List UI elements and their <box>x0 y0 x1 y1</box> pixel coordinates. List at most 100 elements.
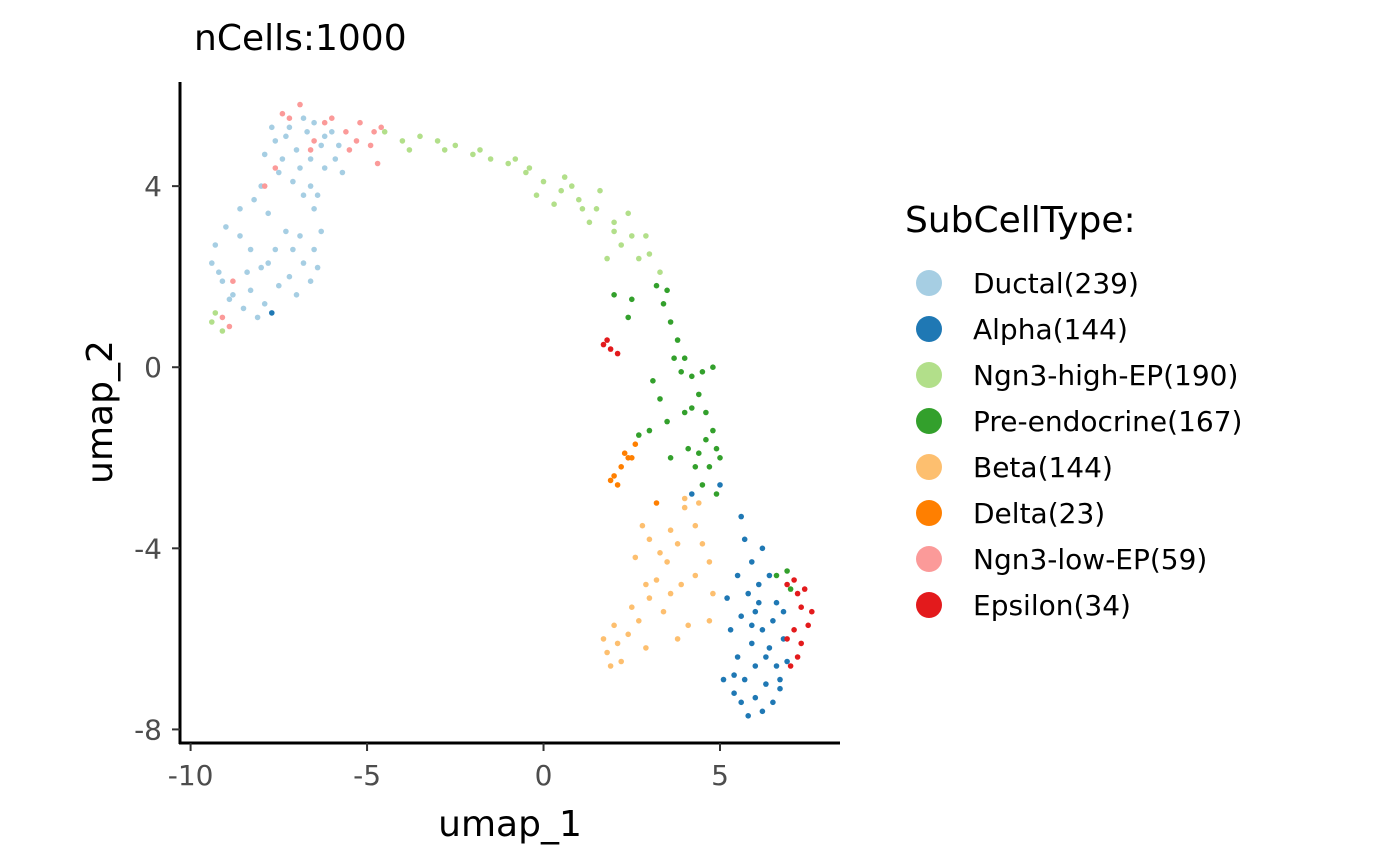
point-pre-endocrine-10 <box>706 464 713 470</box>
point-delta-5 <box>607 477 614 484</box>
point-pre-endocrine-15 <box>717 455 723 461</box>
x-tick-label: -5 <box>353 759 381 792</box>
point-ductal-31 <box>251 196 257 203</box>
point-pre-endocrine-22 <box>636 432 642 438</box>
point-ngn3-low-ep-0 <box>286 115 293 121</box>
point-alpha-27 <box>745 713 751 719</box>
y-tick-label: -8 <box>134 713 162 746</box>
point-ngn3-high-ep-23 <box>636 255 642 262</box>
point-delta-7 <box>629 455 635 461</box>
point-beta-21 <box>678 581 684 588</box>
point-delta-6 <box>632 441 639 448</box>
point-ngn3-high-ep-4 <box>452 142 459 149</box>
point-ngn3-high-ep-22 <box>586 219 593 226</box>
point-ductal-9 <box>261 151 268 158</box>
point-ductal-49 <box>226 296 233 303</box>
x-tick-label: 5 <box>711 759 729 792</box>
x-tick-label: 0 <box>535 759 553 792</box>
point-ductal-18 <box>293 292 300 298</box>
point-beta-31 <box>667 590 674 597</box>
point-ductal-29 <box>254 314 261 321</box>
point-alpha-29 <box>724 595 730 601</box>
point-ductal-51 <box>261 301 268 307</box>
point-ductal-47 <box>304 129 310 135</box>
point-alpha-14 <box>759 708 766 715</box>
point-beta-9 <box>614 640 621 647</box>
point-ductal-39 <box>329 129 335 135</box>
point-ngn3-high-ep-33 <box>219 328 226 334</box>
point-ngn3-low-ep-6 <box>378 124 385 131</box>
point-ngn3-high-ep-2 <box>417 133 423 140</box>
point-ngn3-high-ep-0 <box>381 129 388 135</box>
point-pre-endocrine-36 <box>713 491 720 497</box>
point-ductal-11 <box>290 178 296 185</box>
y-axis-title: umap_2 <box>80 340 121 484</box>
legend-key-3 <box>916 408 942 434</box>
point-epsilon-4 <box>791 577 797 583</box>
point-beta-14 <box>643 581 649 588</box>
point-beta-1 <box>692 522 699 529</box>
point-ngn3-low-ep-11 <box>307 147 314 153</box>
point-pre-endocrine-34 <box>787 586 794 592</box>
point-ngn3-high-ep-26 <box>477 147 483 153</box>
point-alpha-15 <box>738 699 744 706</box>
point-pre-endocrine-4 <box>681 355 688 362</box>
point-epsilon-7 <box>805 622 811 629</box>
legend-title: SubCellType: <box>905 200 1136 241</box>
legend-label: Pre-endocrine(167) <box>973 405 1242 438</box>
point-ngn3-high-ep-10 <box>558 187 564 194</box>
point-alpha-24 <box>773 599 780 606</box>
point-beta-20 <box>706 618 713 624</box>
point-alpha-18 <box>738 613 744 619</box>
point-alpha-10 <box>770 618 776 624</box>
legend-key-5 <box>916 500 942 526</box>
point-ngn3-high-ep-16 <box>657 269 663 276</box>
point-ductal-14 <box>318 228 325 235</box>
legend: SubCellType: Ductal(239) Alpha(144) Ngn3-h… <box>905 200 1242 622</box>
legend-label: Beta(144) <box>973 451 1113 484</box>
point-ngn3-high-ep-31 <box>643 233 649 239</box>
point-ductal-46 <box>283 133 289 140</box>
point-beta-25 <box>685 622 691 629</box>
legend-label: Alpha(144) <box>973 313 1128 346</box>
point-delta-3 <box>614 482 621 488</box>
point-alpha-19 <box>756 581 762 588</box>
point-alpha-0 <box>745 590 751 597</box>
point-beta-12 <box>611 622 617 629</box>
point-alpha-31 <box>717 482 723 488</box>
point-ngn3-high-ep-15 <box>646 251 653 257</box>
point-ductal-16 <box>300 260 307 266</box>
point-ngn3-low-ep-8 <box>346 147 353 153</box>
point-ngn3-high-ep-27 <box>512 156 519 162</box>
point-ductal-35 <box>272 246 279 253</box>
point-pre-endocrine-35 <box>773 572 780 579</box>
point-ductal-4 <box>272 138 279 144</box>
point-ductal-55 <box>265 260 272 266</box>
point-beta-0 <box>681 504 688 511</box>
point-ngn3-low-ep-9 <box>272 165 279 171</box>
y-ticks: -8 -4 0 4 <box>134 170 180 746</box>
point-ngn3-high-ep-12 <box>593 206 600 212</box>
point-ngn3-high-ep-8 <box>523 169 529 176</box>
point-ngn3-low-ep-3 <box>343 129 349 135</box>
x-ticks: -10 -5 0 5 <box>168 743 729 792</box>
point-alpha-35 <box>749 622 755 629</box>
point-pre-endocrine-21 <box>664 418 670 425</box>
point-pre-endocrine-9 <box>713 445 720 452</box>
point-ductal-25 <box>209 260 215 266</box>
point-ductal-26 <box>219 278 226 285</box>
point-alpha-21 <box>759 545 766 552</box>
point-ngn3-high-ep-19 <box>551 201 557 207</box>
point-beta-23 <box>632 554 639 561</box>
point-alpha-34 <box>777 676 783 683</box>
point-beta-15 <box>657 550 663 556</box>
point-ductal-12 <box>300 192 307 198</box>
point-ductal-45 <box>339 169 346 176</box>
point-ngn3-low-ep-19 <box>311 138 317 144</box>
point-pre-endocrine-29 <box>664 287 670 294</box>
point-ngn3-high-ep-9 <box>540 178 547 185</box>
point-ductal-2 <box>311 119 317 126</box>
point-epsilon-9 <box>794 654 801 660</box>
point-pre-endocrine-11 <box>699 482 706 488</box>
